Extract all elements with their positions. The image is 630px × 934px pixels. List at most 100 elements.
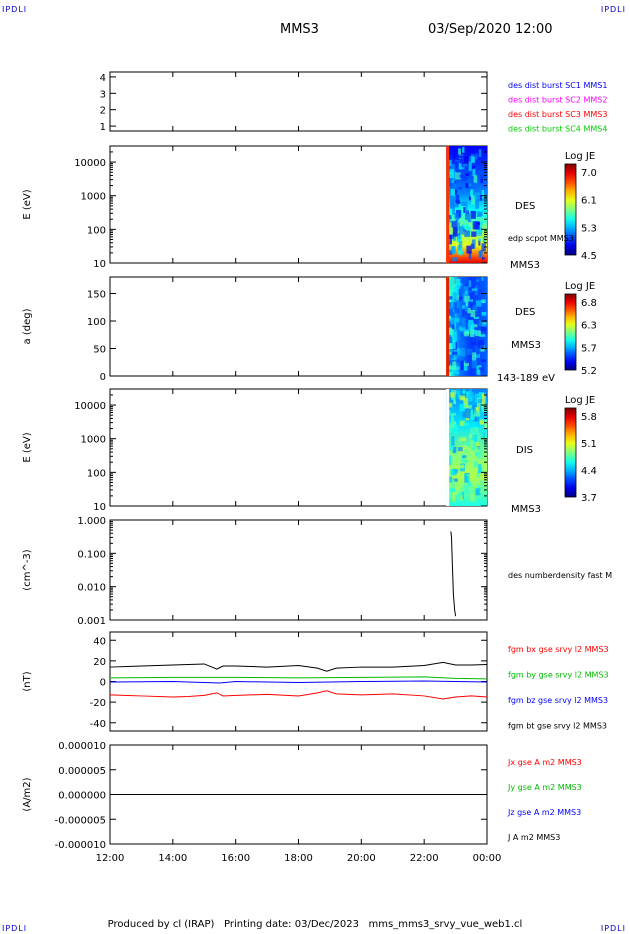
spectrogram-cell [468,290,473,293]
spectrogram-cell [453,191,457,201]
spectrogram-cell [481,393,486,404]
spectrogram-cell [463,229,467,232]
spectrogram-cell [452,177,456,181]
footer-credits: Produced by cl (IRAP) Printing date: 03/… [107,919,523,930]
spectrogram-cell [464,295,470,302]
corner-label-bottom-left: IPDLI [2,924,28,933]
y-tick-label: 1000 [81,435,106,446]
panel-side-label: MMS3 [511,340,541,351]
spectrogram-cell [459,206,465,212]
series-label: fgm by gse srvy l2 MMS3 [508,671,609,680]
spectrogram-cell [469,433,475,439]
spectrogram-cell [474,411,481,417]
spectrogram-cell [457,222,461,231]
spectrogram-cell [481,189,485,199]
spectrogram-cell [454,189,458,195]
spectrogram-cell [461,288,466,294]
spectrogram-cell [464,459,468,463]
spectrogram-cell [472,324,478,328]
y-tick-label: 4 [100,73,106,84]
spectrogram-cell [463,207,466,213]
spectrogram-cell [477,448,483,459]
y-tick-label: 1 [100,122,106,133]
colorbar-tick-label: 5.2 [581,366,597,377]
spectrogram-cell [453,424,459,434]
spectrogram-cell [478,238,482,242]
series-line-2 [109,676,488,680]
spectrogram-cell [472,405,476,415]
spectrogram-cell [475,330,481,337]
spectrogram-cell [471,166,476,170]
y-tick-label: 0.000005 [58,766,106,777]
spectrogram-cell [468,389,472,393]
spectrogram-cell [481,257,485,260]
spectrogram-cell [470,310,476,318]
panel-side-label: DES [515,307,535,318]
series-label: Jx gse A m2 MMS3 [507,758,582,767]
spectrogram-cell [449,249,453,255]
spectrogram-cell [458,298,462,303]
spectrogram-cell [477,432,481,440]
spectrogram-cell [458,203,461,207]
spectrogram-cell [466,442,472,449]
spectrogram-cell [455,278,461,285]
spectrogram-cell [452,412,457,416]
y-tick-label: 100 [87,317,106,328]
spectrogram-cell [477,365,482,368]
spectrogram-cell [478,364,485,373]
spectrogram-cell [479,250,483,258]
spectrogram-cell [478,320,483,327]
spectrogram-cell [478,149,482,157]
spectrogram-cell [448,286,455,293]
spectrogram-cell [461,457,465,461]
spectrogram-cell [448,422,453,433]
spectrogram-cell [476,366,479,370]
spectrogram-cell [448,215,452,223]
spectrogram-cell [472,221,478,230]
spectrogram-cell [449,488,456,493]
spectrogram-cell [474,461,479,468]
spectrogram-cell [451,246,456,254]
spectrogram-cell [447,402,453,408]
spectrogram-cell [457,390,460,399]
series-label: J A m2 MMS3 [507,833,560,842]
spectrogram-cell [453,290,459,299]
spectrogram-cell [461,175,468,182]
spectrogram-cell [449,398,454,406]
series-line-4 [109,661,488,672]
spectrogram-cell [463,163,468,167]
spectrogram-cell [474,407,480,413]
y-tick-label: 0 [100,372,106,383]
series-label: fgm bz gse srvy l2 MMS3 [508,696,608,705]
spectrogram-onset-edge [446,146,450,263]
spectrogram-cell [456,322,460,329]
spectrogram-cell [471,288,478,291]
x-tick-label: 14:00 [158,853,187,864]
spectrogram-cell [478,392,485,400]
spectrogram-cell [479,289,483,292]
spectrogram-cell [465,173,470,176]
spectrogram-cell [455,484,461,494]
spectrogram-onset-edge [446,277,450,376]
legend-entry: des dist burst SC3 MMS3 [508,110,607,119]
spectrogram-cell [452,479,455,487]
spectrogram-cell [468,404,472,409]
spectrogram-cell [451,413,454,422]
spectrogram-cell [452,392,457,398]
spectrogram-cell [478,239,481,246]
y-tick-label: 100 [87,225,106,236]
spectrogram-cell [449,219,456,222]
spectrogram-cell [453,302,457,312]
spectrogram-cell [478,170,485,180]
spectrogram-cell [464,230,470,237]
spectrogram-cell [465,210,470,215]
spectrogram-cell [478,340,485,349]
colorbar-tick-label: 4.4 [581,466,597,477]
spectrogram-cell [449,349,455,359]
spectrogram-cell [482,300,485,304]
spectrogram-cell [450,469,456,476]
spectrogram-cell [458,187,463,190]
spectrogram-cell [462,414,466,418]
panel-side-label: MMS3 [510,260,540,271]
colorbar-tick-label: 4.5 [581,251,597,262]
